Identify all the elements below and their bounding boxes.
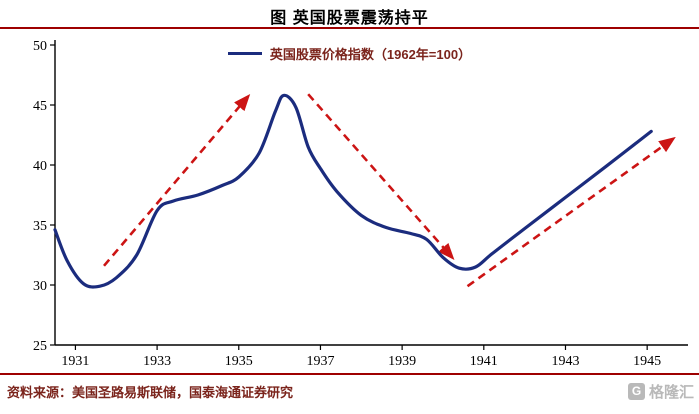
trend-arrow	[103, 93, 251, 267]
trend-arrow	[466, 136, 676, 288]
legend-label: 英国股票价格指数（1962年=100）	[269, 47, 472, 62]
footer-divider	[0, 373, 699, 375]
legend-line-swatch	[227, 52, 262, 55]
x-tick-label: 1937	[306, 354, 334, 369]
source-text: 资料来源：美国圣路易斯联储，国泰海通证券研究	[7, 384, 294, 400]
x-tick-label: 1943	[551, 354, 579, 369]
x-tick-label: 1941	[470, 354, 498, 369]
line-chart: 25 30 35 40 45 50 1931 1933 1935 1937 1939 1941 1943…	[33, 39, 688, 369]
x-tick-label: 1931	[61, 354, 89, 369]
x-tick-label: 1939	[388, 354, 416, 369]
footer: 资料来源：美国圣路易斯联储，国泰海通证券研究 G 格隆汇	[7, 379, 694, 403]
gelonghui-logo-icon: G	[627, 382, 645, 400]
y-tick-label: 40	[33, 159, 47, 174]
x-tick-label: 1933	[143, 354, 171, 369]
price-line	[53, 93, 653, 289]
title-divider	[0, 27, 699, 29]
legend: 英国股票价格指数（1962年=100）	[0, 44, 699, 63]
trend-arrow	[307, 93, 455, 261]
gelonghui-logo-text: 格隆汇	[648, 383, 694, 401]
y-tick-label: 50	[33, 39, 47, 54]
y-tick-label: 45	[33, 99, 47, 114]
y-tick-label: 25	[33, 339, 47, 354]
chart-title: 图 英国股票震荡持平	[270, 10, 429, 27]
x-tick-label: 1935	[225, 354, 253, 369]
x-tick-label: 1945	[633, 354, 661, 369]
y-tick-label: 30	[33, 279, 47, 294]
gelonghui-logo: G 格隆汇	[627, 381, 694, 402]
y-tick-label: 35	[33, 219, 47, 234]
